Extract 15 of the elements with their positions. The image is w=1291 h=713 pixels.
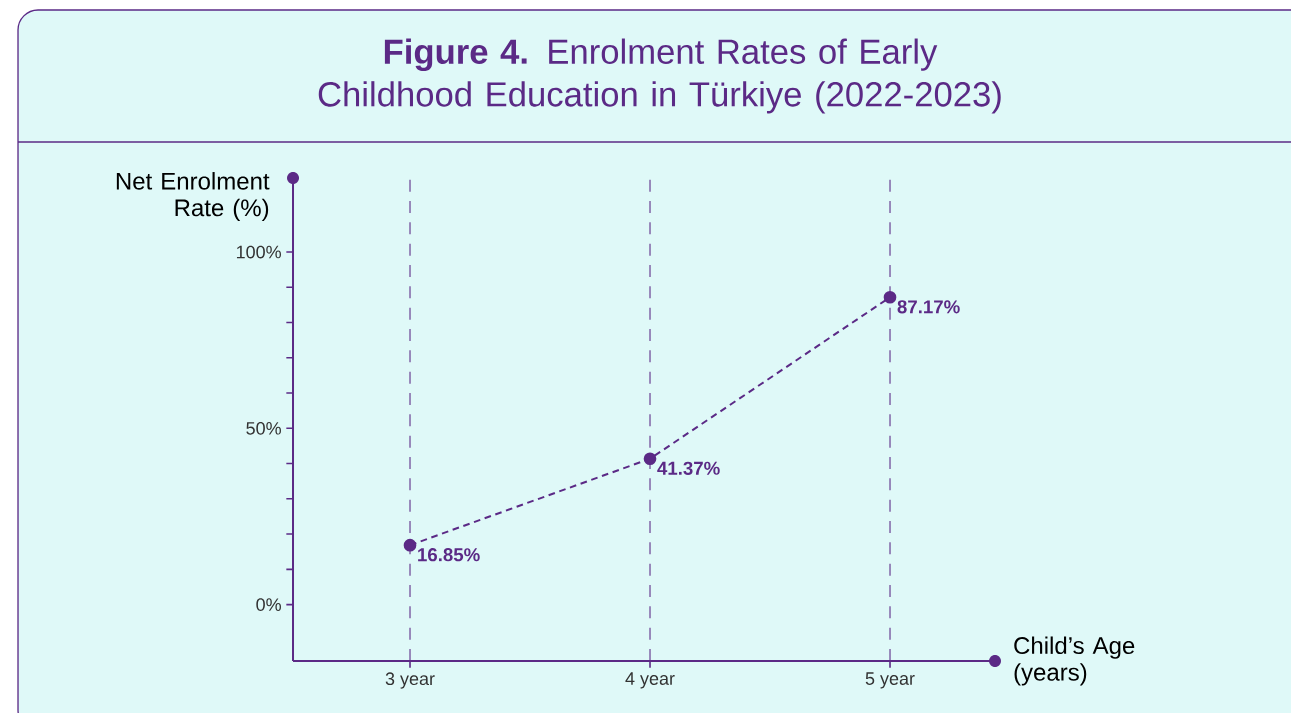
point bbox=[403, 538, 417, 552]
data-label: 16.85% bbox=[418, 548, 480, 562]
y-axis-title: Net Enrolment Rate (%) bbox=[116, 172, 270, 222]
x-tick-label: 3 year bbox=[385, 672, 435, 689]
data-label: 87.17% bbox=[897, 300, 960, 314]
chart-title: Figure 4. Enrolment Rates of Early Childhood Education in Türkiye (2022-2023) bbox=[318, 38, 1001, 114]
point bbox=[643, 452, 657, 466]
y-tick-label: 50% bbox=[246, 421, 281, 435]
x-tick-label: 4 year bbox=[625, 672, 675, 689]
x-tick-label: 5 year bbox=[865, 672, 915, 689]
x-axis-title: Child’s Age (years) bbox=[1014, 636, 1135, 686]
data-label: 41.37% bbox=[657, 461, 720, 475]
y-tick-label: 0% bbox=[256, 598, 281, 611]
point bbox=[883, 290, 897, 304]
y-tick-label: 100% bbox=[236, 245, 281, 259]
